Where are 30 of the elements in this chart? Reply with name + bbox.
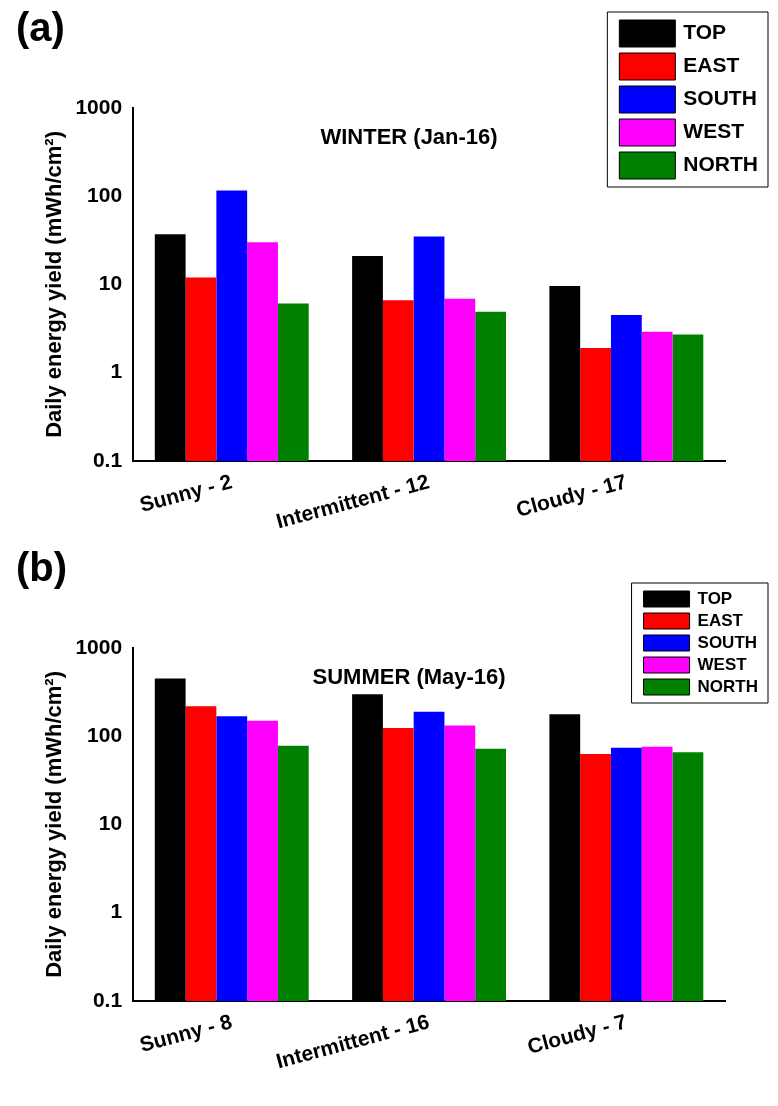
- legend-label: EAST: [697, 610, 744, 630]
- y-tick-label: 10: [98, 811, 123, 835]
- text: WINTER (Jan-16): [320, 124, 498, 150]
- y-axis-title: Daily energy yield (mWh/cm²): [41, 131, 67, 438]
- y-tick-label: 1000: [75, 94, 123, 118]
- x-tick-label: Cloudy - 7: [524, 1009, 629, 1058]
- x-tick-label: Sunny - 2: [137, 469, 235, 516]
- y-tick-label: 100: [87, 183, 123, 207]
- text: (b): [16, 545, 68, 590]
- text: SUMMER (May-16): [312, 664, 506, 690]
- legend-label: WEST: [683, 119, 745, 143]
- legend-label: TOP: [697, 588, 733, 608]
- legend-label: WEST: [697, 654, 748, 674]
- legend-label: SOUTH: [683, 86, 757, 110]
- y-tick-label: 1: [110, 899, 123, 923]
- text: (a): [16, 5, 65, 50]
- y-tick-label: 1: [110, 359, 123, 383]
- legend-label: NORTH: [697, 676, 759, 696]
- y-tick-label: 0.1: [92, 987, 123, 1011]
- legend-label: TOP: [683, 20, 727, 44]
- y-tick-label: 10: [98, 271, 123, 295]
- x-tick-label: Cloudy - 17: [513, 469, 629, 521]
- y-tick-label: 100: [87, 723, 123, 747]
- legend-label: NORTH: [683, 152, 759, 176]
- legend-label: SOUTH: [697, 632, 758, 652]
- y-tick-label: 0.1: [92, 447, 123, 471]
- y-axis-title: Daily energy yield (mWh/cm²): [41, 671, 67, 978]
- legend-label: EAST: [683, 53, 740, 77]
- y-tick-label: 1000: [75, 634, 123, 658]
- x-tick-label: Sunny - 8: [137, 1009, 235, 1056]
